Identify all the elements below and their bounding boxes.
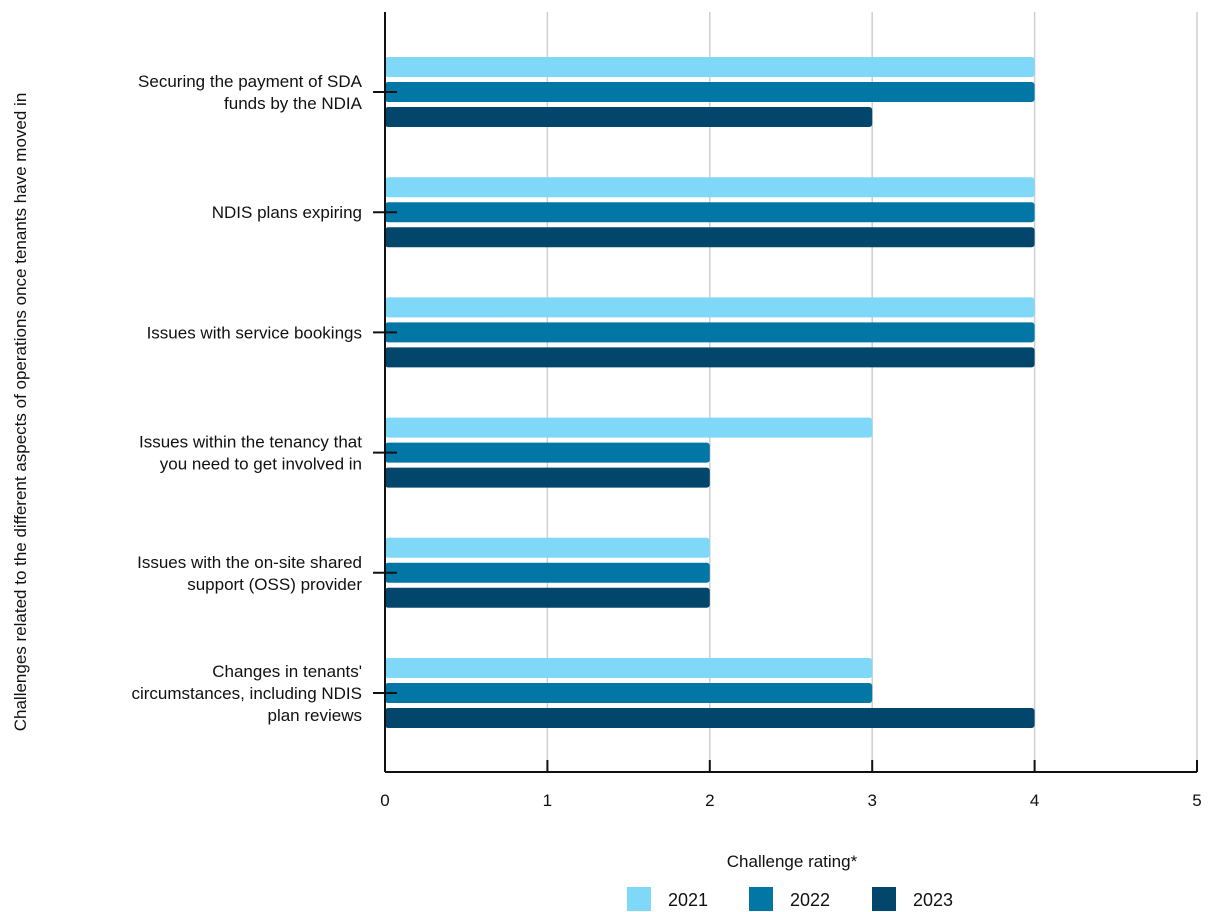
- legend-label: 2022: [790, 890, 830, 910]
- bar-2023: [385, 107, 873, 127]
- gridlines: [546, 12, 1198, 772]
- legend: 2021 2022 2023: [627, 887, 953, 911]
- x-tick-label: 1: [543, 791, 552, 810]
- bars: [385, 57, 1035, 728]
- bar-2021: [385, 537, 710, 558]
- axes: 0 1 2 3 4 5: [373, 12, 1202, 810]
- category-label: NDIS plans expiring: [212, 203, 362, 222]
- category-labels: Securing the payment of SDA funds by the …: [131, 72, 362, 725]
- bar-2022: [385, 322, 1035, 343]
- x-tick-label: 4: [1030, 791, 1039, 810]
- legend-item-2023: 2023: [872, 887, 953, 911]
- y-axis-title: Challenges related to the different aspe…: [11, 93, 30, 732]
- legend-label: 2023: [913, 890, 953, 910]
- x-axis-title: Challenge rating*: [727, 852, 858, 871]
- x-tick-label: 3: [867, 791, 876, 810]
- bar-2021: [385, 177, 1035, 198]
- bar-2022: [385, 683, 873, 703]
- bar-2022: [385, 442, 710, 463]
- x-tick-label: 0: [380, 791, 389, 810]
- bar-2023: [385, 347, 1035, 368]
- category-label: Issues with the on-site shared support (O…: [137, 553, 362, 594]
- bar-2021: [385, 658, 873, 678]
- bar-2022: [385, 202, 1035, 223]
- legend-swatch: [749, 887, 773, 911]
- bar-2022: [385, 82, 1035, 102]
- bar-2021: [385, 297, 1035, 318]
- legend-item-2022: 2022: [749, 887, 830, 911]
- x-tick-label: 5: [1192, 791, 1201, 810]
- legend-label: 2021: [668, 890, 708, 910]
- legend-item-2021: 2021: [627, 887, 708, 911]
- bar-2021: [385, 417, 873, 438]
- x-tick-label: 2: [705, 791, 714, 810]
- bar-2023: [385, 587, 710, 608]
- bar-2021: [385, 57, 1035, 77]
- bar-2023: [385, 467, 710, 488]
- category-label: Changes in tenants' circumstances, includ…: [131, 662, 362, 725]
- bar-2023: [385, 708, 1035, 728]
- bar-2023: [385, 227, 1035, 248]
- category-label: Issues within the tenancy that you need t…: [139, 433, 362, 474]
- legend-swatch: [872, 887, 896, 911]
- category-label: Issues with service bookings: [147, 323, 362, 342]
- category-label: Securing the payment of SDA funds by the …: [138, 72, 363, 113]
- legend-swatch: [627, 887, 651, 911]
- bar-2022: [385, 562, 710, 583]
